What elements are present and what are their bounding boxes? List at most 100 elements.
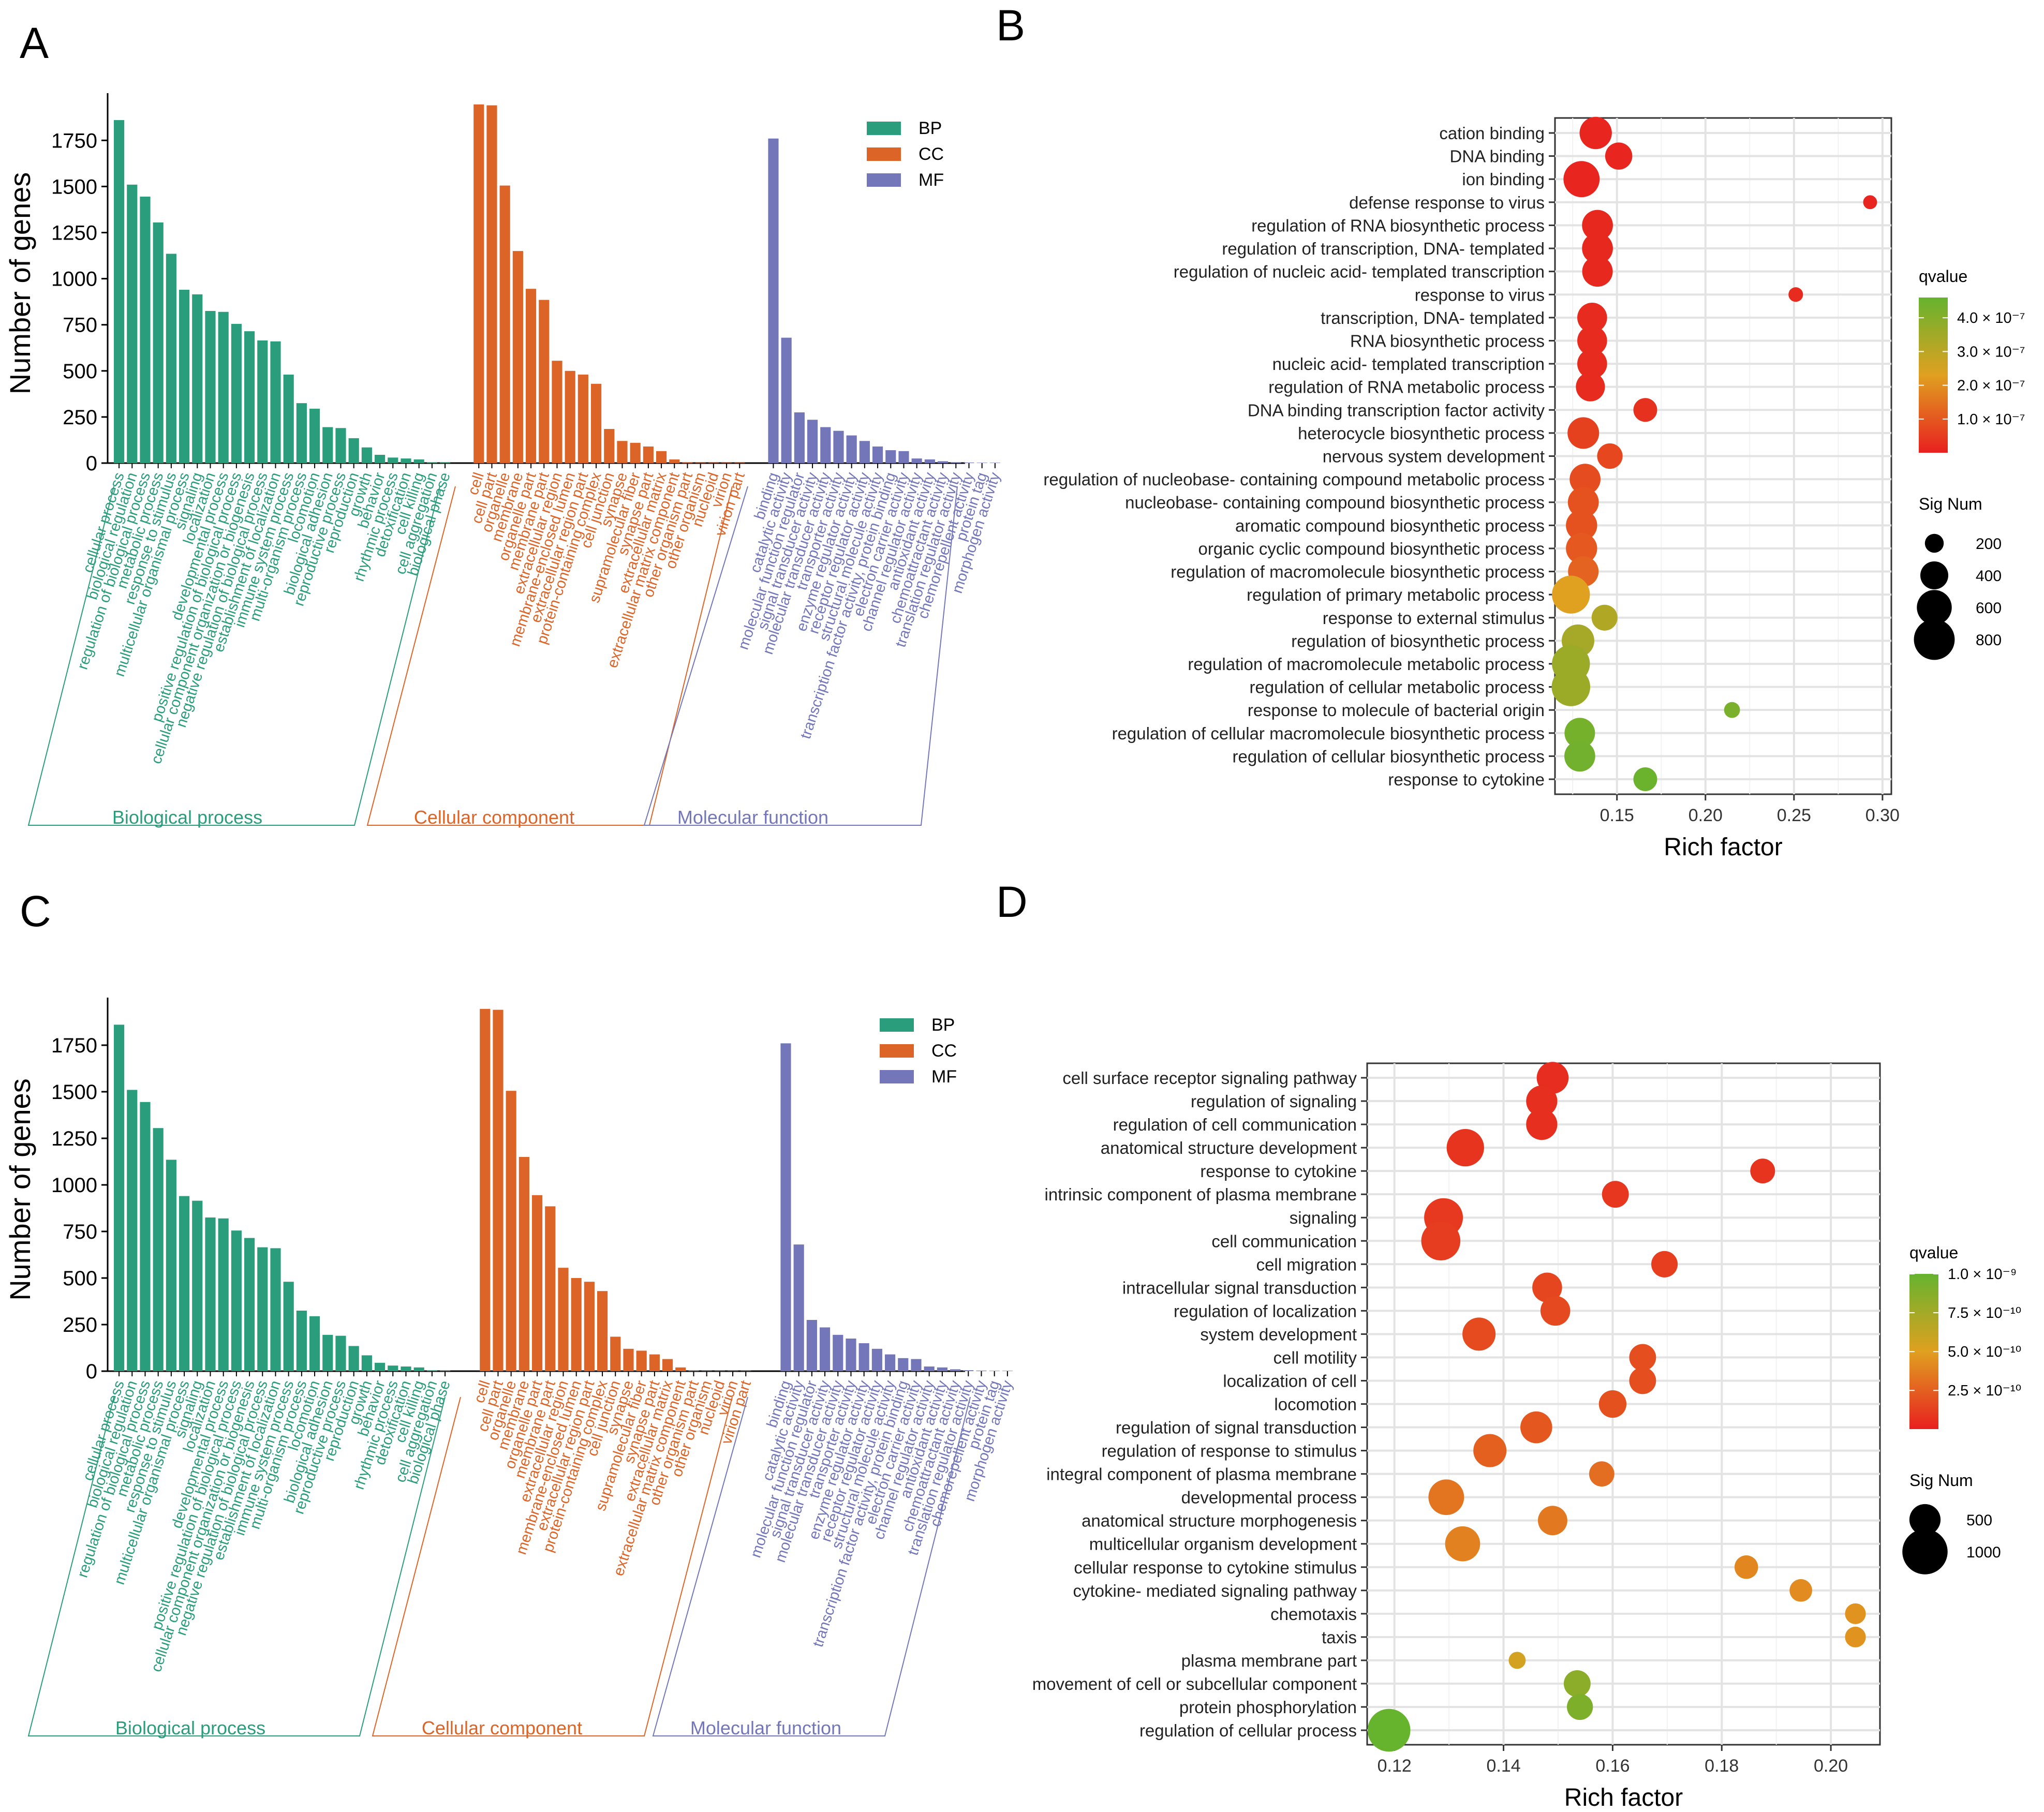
- bar-mf: [793, 1244, 804, 1371]
- bar-bp: [166, 1160, 176, 1371]
- y-tick-label: integral component of plasma membrane: [1046, 1465, 1357, 1484]
- group-bracket: [27, 1397, 446, 1736]
- bar-bp: [244, 1238, 255, 1371]
- y-tick-label: response to external stimulus: [1323, 608, 1545, 628]
- x-axis-title: Rich factor: [1664, 834, 1782, 861]
- y-tick-label: anatomical structure development: [1101, 1138, 1357, 1157]
- y-tick-label: defense response to virus: [1349, 193, 1545, 212]
- y-tick-label: regulation of localization: [1174, 1301, 1357, 1320]
- y-tick-label: 1250: [51, 1127, 97, 1150]
- bar-bp: [127, 184, 138, 463]
- bar-cc: [597, 1291, 608, 1371]
- bar-cc: [519, 1157, 529, 1371]
- data-point: [1537, 1506, 1567, 1536]
- bar-mf: [924, 1367, 935, 1371]
- bar-cc: [512, 251, 523, 463]
- y-tick-label: organic cyclic compound biosynthetic pro…: [1198, 539, 1545, 558]
- y-tick-label: DNA binding: [1450, 147, 1545, 166]
- group-label: Biological process: [112, 807, 262, 828]
- bar-cc: [636, 1350, 647, 1371]
- bar-bp: [127, 1090, 138, 1371]
- legend-label: CC: [919, 144, 944, 164]
- colorbar-label: 5.0 × 10⁻¹⁰: [1948, 1344, 2021, 1360]
- data-point: [1428, 1479, 1464, 1516]
- y-tick-label: regulation of nucleobase- containing com…: [1043, 470, 1545, 489]
- legend-colorbar: [1919, 298, 1948, 453]
- y-tick-label: cation binding: [1439, 124, 1545, 143]
- legend-swatch: [867, 122, 901, 135]
- data-point: [1579, 116, 1612, 150]
- x-axis-title: Rich factor: [1564, 1784, 1683, 1811]
- data-point: [1576, 372, 1605, 402]
- y-tick-label: 1000: [51, 268, 97, 291]
- y-tick-label: movement of cell or subcellular componen…: [1032, 1674, 1357, 1694]
- data-point: [1421, 1221, 1461, 1261]
- bar-bp: [218, 311, 229, 463]
- x-tick-label: 0.14: [1486, 1756, 1520, 1776]
- data-point: [1446, 1128, 1484, 1167]
- bar-bp: [218, 1218, 229, 1371]
- bar-cc: [656, 451, 667, 463]
- colorbar-label: 1.0 × 10⁻⁷: [1957, 411, 2025, 428]
- colorbar-label: 1.0 × 10⁻⁹: [1948, 1266, 2017, 1283]
- bar-mf: [885, 1354, 896, 1371]
- y-tick-label: response to cytokine: [1200, 1162, 1357, 1181]
- bar-cc: [623, 1348, 634, 1371]
- bar-cc: [649, 1354, 660, 1371]
- data-point: [1598, 1390, 1627, 1418]
- bar-bp: [283, 374, 294, 463]
- bar-mf: [780, 1043, 791, 1371]
- y-tick-label: heterocycle biosynthetic process: [1298, 424, 1545, 443]
- group-bracket: [652, 1397, 971, 1736]
- bar-bp: [153, 222, 164, 463]
- bar-mf: [846, 435, 857, 463]
- bar-mf: [898, 1358, 909, 1371]
- bar-bp: [283, 1282, 294, 1371]
- y-tick-label: plasma membrane part: [1181, 1651, 1357, 1670]
- bar-cc: [532, 1195, 543, 1371]
- legend-label: MF: [931, 1067, 957, 1087]
- size-legend-dot: [1924, 533, 1944, 553]
- y-tick-label: 1750: [51, 129, 97, 152]
- x-tick-label: 0.16: [1595, 1756, 1630, 1776]
- y-tick-label: multicellular organism development: [1089, 1535, 1357, 1554]
- bar-mf: [768, 138, 779, 463]
- panel-label-c: C: [20, 887, 51, 935]
- dot-plot-b: 0.15 0.20 0.25 0.30 Rich factor cation bindin…: [1043, 116, 2025, 861]
- bar-bp: [348, 438, 359, 463]
- data-point: [1789, 1579, 1813, 1602]
- size-legend-dot: [1920, 561, 1948, 589]
- x-tick-label: 0.20: [1688, 806, 1723, 825]
- data-point: [1597, 443, 1623, 469]
- panel-label-b: B: [996, 1, 1025, 50]
- bar-bp: [257, 1247, 268, 1371]
- colorbar-label: 7.5 × 10⁻¹⁰: [1948, 1305, 2021, 1321]
- legend-label: BP: [931, 1015, 955, 1035]
- bar-bp: [335, 1335, 346, 1371]
- bar-bp: [153, 1128, 164, 1371]
- data-point: [1462, 1317, 1496, 1351]
- bar-cc: [662, 1359, 673, 1371]
- panel-label-d: D: [996, 878, 1028, 926]
- bar-bp: [179, 1196, 190, 1371]
- group-label: Biological process: [115, 1717, 265, 1739]
- y-tick-label: signaling: [1290, 1208, 1357, 1227]
- y-tick-label: regulation of cellular biosynthetic proc…: [1233, 747, 1545, 766]
- y-tick-label: cytokine- mediated signaling pathway: [1073, 1581, 1357, 1600]
- y-tick-label: response to molecule of bacterial origin: [1248, 701, 1545, 720]
- data-point: [1788, 287, 1803, 302]
- data-point: [1577, 349, 1607, 379]
- y-tick-label: protein phosphorylation: [1179, 1698, 1357, 1717]
- bar-bp: [114, 120, 125, 464]
- bar-bp: [166, 254, 176, 463]
- y-tick-label: 1000: [51, 1174, 97, 1197]
- data-point: [1863, 195, 1877, 210]
- legend-title-qvalue: qvalue: [1919, 267, 1967, 286]
- bar-bp: [361, 447, 372, 463]
- bar-cc: [558, 1268, 569, 1371]
- y-axis-title: Number of genes: [4, 1078, 36, 1301]
- bar-cc: [545, 1206, 556, 1371]
- bar-cc: [499, 185, 510, 464]
- data-point: [1564, 740, 1595, 772]
